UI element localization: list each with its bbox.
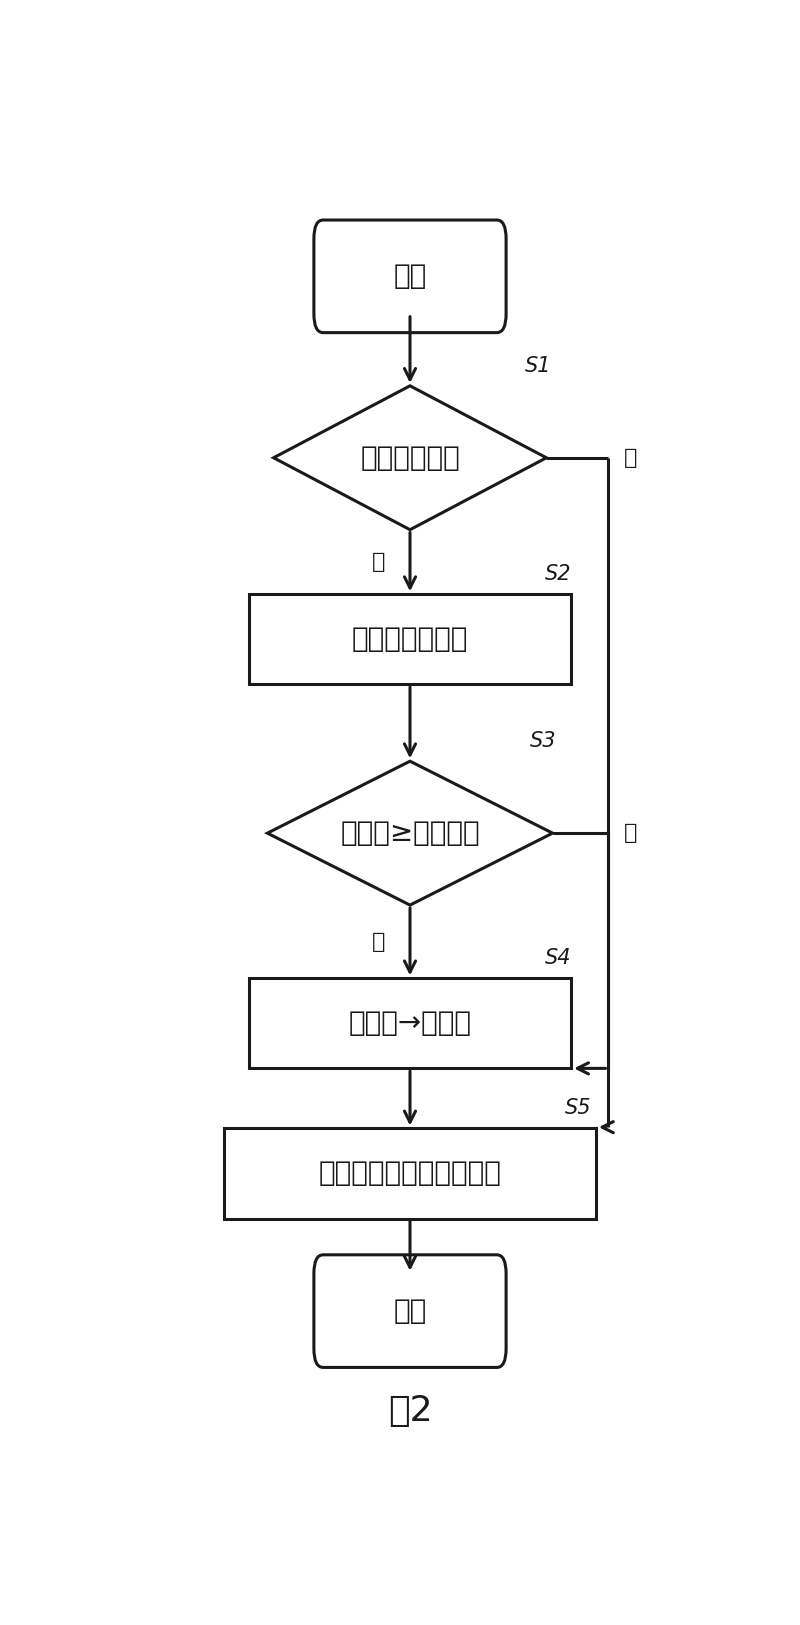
Text: S3: S3 [530, 731, 557, 751]
Text: 否: 否 [624, 824, 638, 843]
Text: 检测值≥规定值？: 检测值≥规定值？ [340, 819, 480, 847]
Bar [249, 595, 571, 684]
FancyBboxPatch shape [314, 219, 506, 333]
Text: S5: S5 [565, 1098, 591, 1118]
Text: 检测值→偏移值: 检测值→偏移值 [349, 1009, 471, 1037]
Text: 是: 是 [372, 931, 386, 952]
Text: 图2: 图2 [388, 1394, 432, 1428]
Text: S2: S2 [545, 564, 572, 583]
Text: S4: S4 [545, 949, 572, 968]
Text: 合模力＝检测值－偏移值: 合模力＝检测值－偏移值 [318, 1160, 502, 1188]
Text: 是: 是 [372, 552, 386, 572]
Text: 开始: 开始 [394, 262, 426, 291]
Text: 是模开极限？: 是模开极限？ [360, 444, 460, 471]
Bar [249, 978, 571, 1068]
Text: 结束: 结束 [394, 1297, 426, 1324]
Bar [224, 1128, 596, 1219]
Polygon shape [267, 760, 553, 905]
Polygon shape [274, 385, 546, 530]
Text: S1: S1 [526, 356, 552, 375]
FancyBboxPatch shape [314, 1254, 506, 1367]
Text: 检测输出电压值: 检测输出电压值 [352, 626, 468, 653]
Text: 否: 否 [624, 449, 638, 468]
